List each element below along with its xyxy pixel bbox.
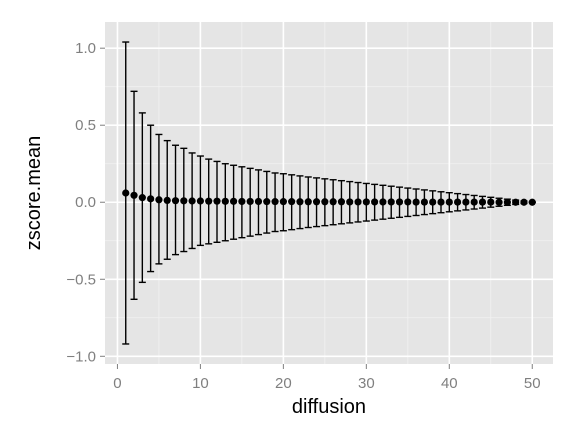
y-tick-label: −1.0 [66,348,96,365]
data-point [362,198,370,206]
data-point [205,197,213,205]
data-point [155,196,163,204]
data-point [271,198,279,206]
data-point [147,195,155,203]
x-axis-ticks: 0 10 20 30 40 50 [113,364,541,392]
data-point [420,198,429,206]
y-axis-title: zscore.mean [23,136,45,251]
data-point [122,189,130,197]
data-point [321,198,329,206]
x-tick-label: 40 [441,375,458,392]
y-axis-ticks: −1.0 −0.5 0.0 0.5 1.0 [66,40,105,365]
data-point [387,198,395,206]
x-tick-label: 20 [275,375,292,392]
x-tick-label: 30 [358,375,375,392]
data-point [296,198,304,206]
data-point [528,198,536,206]
y-tick-label: 0.5 [75,117,96,134]
data-points [122,189,536,206]
data-point [196,197,205,205]
data-point [437,198,445,206]
data-point [395,198,404,206]
x-tick-label: 50 [524,375,541,392]
data-point [221,197,229,205]
x-tick-label: 10 [192,375,209,392]
data-point [520,198,528,206]
data-point [404,198,412,206]
data-point [495,198,503,206]
y-tick-label: −0.5 [66,271,96,288]
data-point [180,197,188,205]
data-point [453,198,462,206]
data-point [288,198,296,206]
data-point [229,197,238,205]
data-point [188,197,196,205]
data-point [304,198,312,206]
data-point [213,197,221,205]
data-point [254,197,263,206]
data-point [130,191,138,199]
data-point [503,198,511,206]
data-point [429,198,437,206]
y-tick-label: 0.0 [75,194,96,211]
minor-gridlines [105,22,553,364]
data-point [462,198,470,206]
data-point [371,198,379,206]
data-point [470,198,478,206]
data-point [346,198,354,206]
data-point [171,197,180,205]
data-point [279,198,287,206]
data-point [312,198,321,206]
data-point [238,197,246,206]
data-point [263,198,271,206]
data-point [246,197,254,206]
data-point [445,198,453,206]
data-point [512,198,520,206]
x-tick-label: 0 [113,375,121,392]
plot-panel [105,22,553,364]
data-point [478,198,487,206]
data-point [337,198,346,206]
x-axis-title: diffusion [292,396,366,418]
data-point [163,196,171,204]
y-tick-label: 1.0 [75,40,96,57]
data-point [354,198,362,206]
data-point [138,194,146,202]
data-point [412,198,420,206]
data-point [487,198,495,206]
data-point [329,198,337,206]
data-point [379,198,387,206]
